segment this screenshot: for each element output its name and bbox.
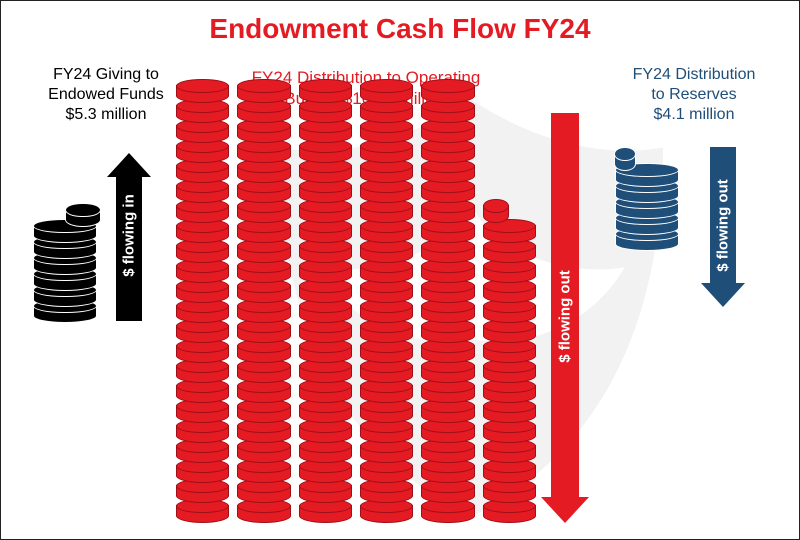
right-coin-stack: [615, 1, 679, 540]
arrow-flowing-in: $ flowing in: [107, 153, 151, 321]
arrow-center-flowing-out: $ flowing out: [541, 113, 589, 523]
arrow-right-flowing-out: $ flowing out: [701, 147, 745, 307]
left-coin-stack: [33, 1, 97, 540]
infographic-frame: Endowment Cash Flow FY24 FY24 Giving toE…: [0, 0, 800, 540]
page-title: Endowment Cash Flow FY24: [1, 13, 799, 45]
center-coin-grid: [176, 119, 536, 521]
